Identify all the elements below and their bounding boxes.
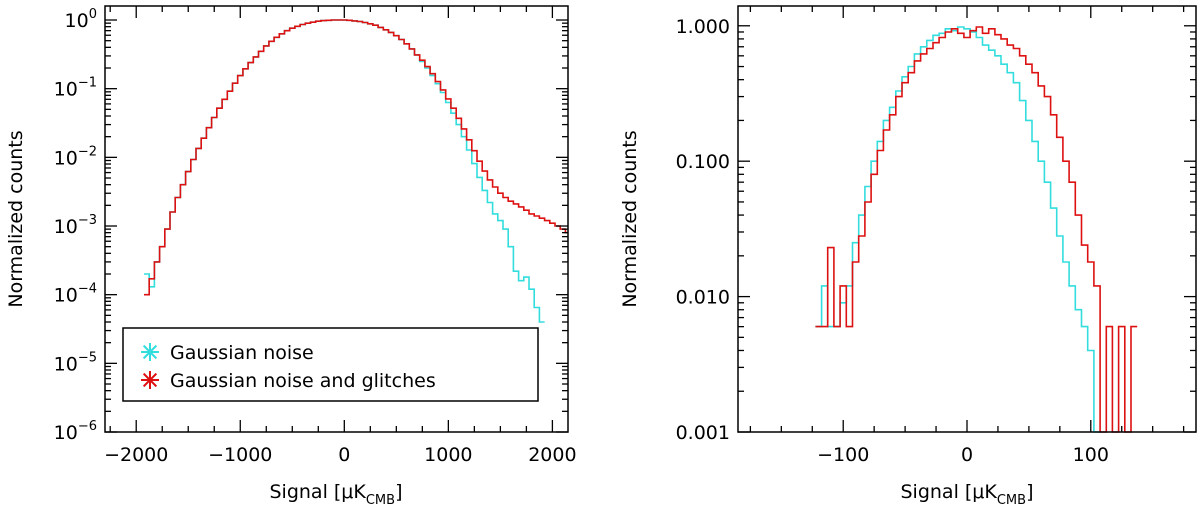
x-tick-label: 2000 [528,444,576,466]
y-tick-label: 0.001 [676,422,730,444]
legend-marker-star-icon [141,371,159,389]
right-y-ticks: 0.001 0.010 0.100 1.000 [676,16,1196,444]
left-plot-frame [104,5,569,433]
left-series-group [144,19,568,323]
x-tick-label: 100 [1073,444,1109,466]
right-x-ticks: −100 0 100 [749,6,1185,466]
series-line-gaussian-noise-and-glitches [144,19,568,296]
right-y-axis-title: Normalized counts [619,130,641,307]
left-y-axis-title: Normalized counts [5,130,27,307]
right-plot-frame [737,5,1197,433]
series-line-gaussian-noise [815,26,1101,433]
left-panel: −2000 −1000 0 1000 2000 10−6 10−5 10−4 10−3 10−2… [5,5,577,508]
y-tick-label: 10−5 [54,350,97,375]
series-line-gaussian-noise-and-glitches [815,26,1138,433]
y-tick-label: 10−4 [54,282,97,307]
right-series-group [815,26,1138,433]
y-tick-label: 10−3 [54,213,97,238]
right-panel: −100 0 100 0.001 0.010 0.100 1.000 Normalized… [619,5,1197,508]
y-tick-label: 100 [65,7,97,32]
x-tick-label: 0 [961,444,973,466]
y-tick-label: 0.010 [676,287,730,309]
legend-label: Gaussian noise and glitches [170,370,436,392]
y-tick-label: 0.100 [676,151,730,173]
x-tick-label: −2000 [104,444,168,466]
legend-label: Gaussian noise [170,342,314,364]
legend: Gaussian noise Gaussian noise and glitche… [122,327,539,402]
left-y-ticks: 10−6 10−5 10−4 10−3 10−2 10−1 100 [54,7,568,444]
left-x-ticks: −2000 −1000 0 1000 2000 [104,6,577,466]
x-tick-label: −1000 [208,444,272,466]
x-tick-label: 1000 [424,444,472,466]
legend-marker-star-icon [141,343,159,361]
legend-box [122,327,539,402]
y-tick-label: 1.000 [676,16,730,38]
y-tick-label: 10−2 [54,144,97,169]
y-tick-label: 10−6 [54,419,97,444]
x-tick-label: −100 [817,444,869,466]
right-x-axis-title: Signal [μKCMB] [900,481,1033,508]
left-x-axis-title: Signal [μKCMB] [269,481,402,508]
x-tick-label: 0 [338,444,350,466]
y-tick-label: 10−1 [54,76,97,101]
